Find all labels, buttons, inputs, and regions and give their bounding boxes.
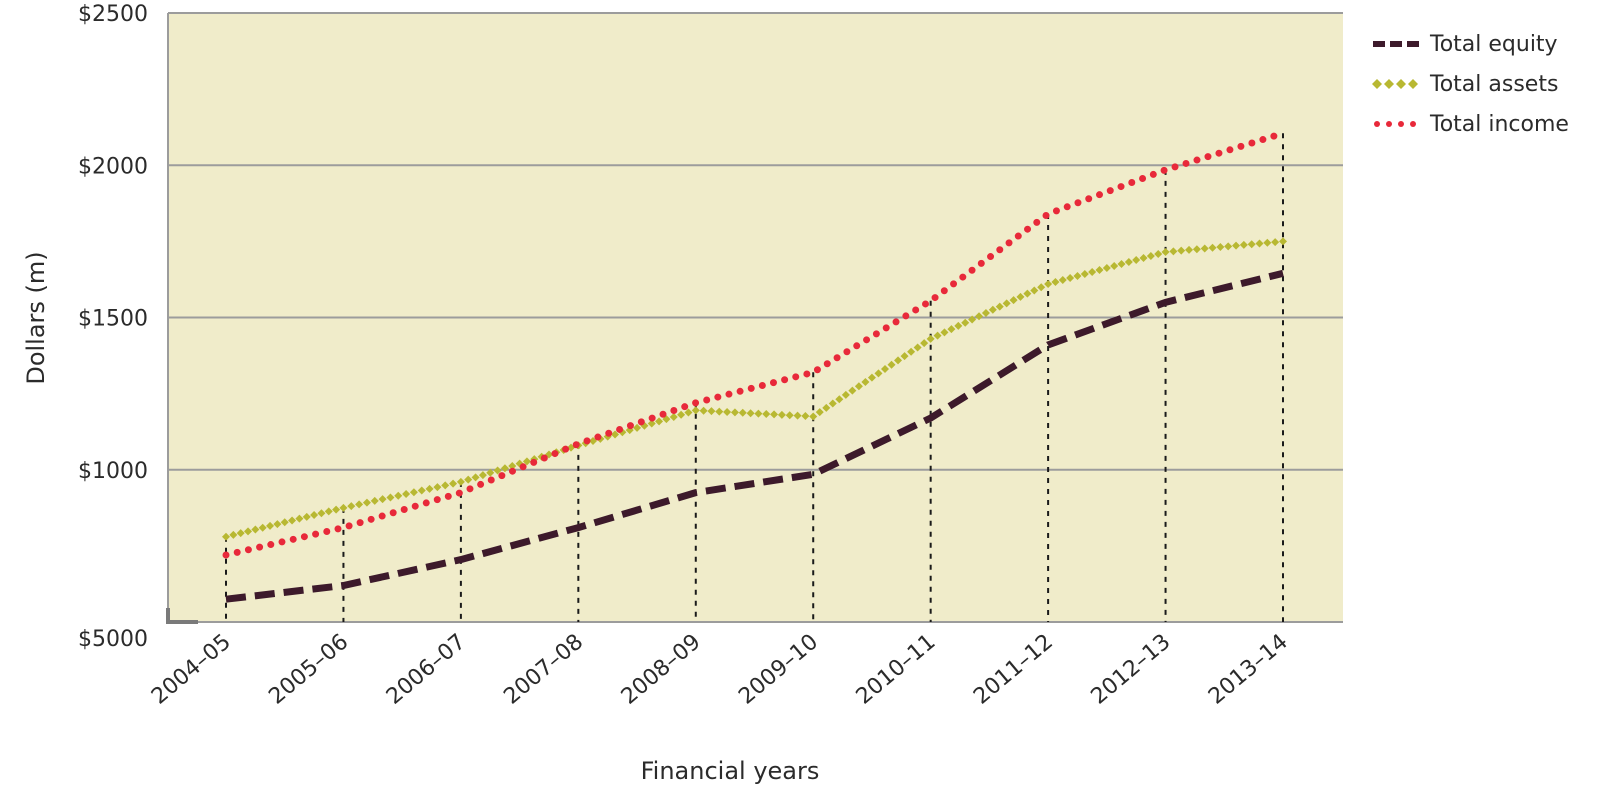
x-tick-label: 2007–08 [499, 629, 588, 709]
x-axis-title: Financial years [640, 757, 820, 785]
series-total-income [222, 129, 1287, 559]
x-tick-label: 2009–10 [734, 629, 823, 709]
diamond-line-swatch-icon [1372, 79, 1418, 89]
y-tick-label: $1500 [78, 307, 148, 332]
legend-label: Total assets [1430, 71, 1559, 97]
dotted-line-swatch-icon [1374, 121, 1416, 127]
axis-corner-mark [166, 608, 198, 624]
legend-item-total-income[interactable]: Total income [1372, 104, 1569, 144]
legend: Total equity Total assets Total income [1372, 24, 1569, 144]
x-tick-label: 2008–09 [617, 629, 706, 709]
legend-item-total-equity[interactable]: Total equity [1372, 24, 1569, 64]
x-tick-label: 2004–05 [147, 629, 236, 709]
legend-label: Total equity [1430, 31, 1558, 57]
y-tick-label: $2500 [78, 2, 148, 27]
dashed-line-swatch-icon [1373, 41, 1419, 47]
y-axis-tick-labels: $5000 $1000 $1500 $2000 $2500 [78, 2, 148, 652]
x-tick-label: 2006–07 [382, 629, 471, 709]
x-tick-label: 2005–06 [264, 629, 353, 709]
x-tick-label: 2012–13 [1087, 629, 1176, 709]
legend-label: Total income [1430, 111, 1569, 137]
x-tick-label: 2011–12 [969, 629, 1058, 709]
y-tick-label: $1000 [78, 459, 148, 484]
legend-item-total-assets[interactable]: Total assets [1372, 64, 1569, 104]
y-tick-label: $5000 [78, 627, 148, 652]
x-tick-label: 2010–11 [852, 629, 941, 709]
gridlines [167, 12, 1343, 623]
data-series [222, 129, 1287, 603]
series-total-assets [222, 237, 1287, 541]
x-axis-tick-labels: 2004–05 2005–06 2006–07 2007–08 2008–09 2009–… [147, 629, 1293, 709]
x-tick-label: 2013–14 [1204, 629, 1293, 709]
y-axis-title: Dollars (m) [22, 251, 50, 385]
series-total-equity [225, 269, 1284, 603]
y-tick-label: $2000 [78, 154, 148, 179]
